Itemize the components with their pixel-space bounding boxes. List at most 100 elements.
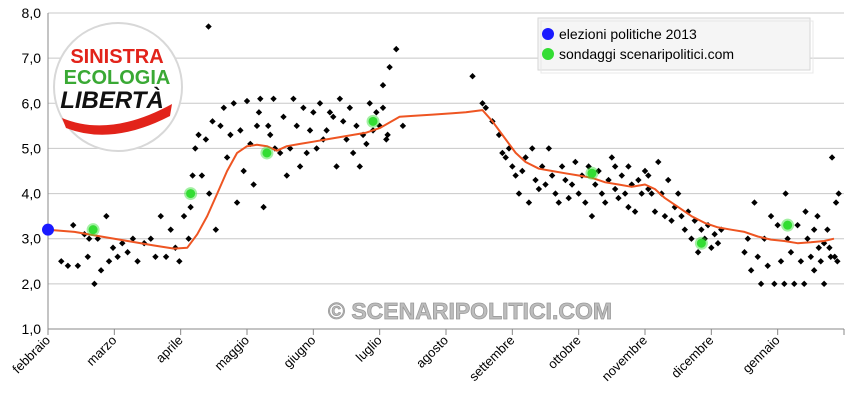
data-point	[212, 226, 220, 233]
data-point	[611, 163, 619, 170]
data-point	[162, 253, 170, 260]
data-point	[631, 208, 639, 215]
data-point	[220, 104, 227, 111]
x-tick-label: ottobre	[545, 333, 584, 372]
party-logo: SINISTRA ECOLOGIA LIBERTÀ	[53, 22, 183, 152]
data-point	[714, 240, 722, 247]
x-tick-label: luglio	[353, 333, 385, 365]
data-point	[572, 158, 579, 166]
data-point	[826, 244, 833, 251]
data-point	[565, 194, 572, 202]
data-point	[265, 122, 272, 130]
data-point	[807, 253, 815, 260]
legend-box	[537, 17, 811, 71]
x-tick-label: marzo	[83, 333, 119, 369]
data-point	[198, 172, 206, 179]
data-point	[205, 190, 213, 197]
data-point	[260, 203, 267, 211]
data-point	[267, 131, 274, 139]
logo-word-2: ECOLOGIA	[64, 67, 171, 89]
data-point	[827, 253, 834, 260]
data-point	[767, 212, 775, 220]
data-point	[257, 95, 264, 102]
data-point	[605, 176, 612, 184]
data-point	[323, 127, 330, 134]
legend-label-elezioni: elezioni politiche 2013	[559, 26, 697, 42]
data-point	[109, 244, 117, 251]
data-point	[741, 249, 748, 256]
x-tick-label: gennaio	[739, 333, 782, 376]
x-tick-label: febbraio	[9, 333, 53, 377]
data-point	[233, 199, 241, 206]
data-point	[834, 258, 841, 265]
data-point	[698, 226, 705, 233]
data-point	[684, 208, 692, 215]
x-tick-labels: febbraio marzo aprile maggio giugno luglio ago…	[9, 333, 782, 384]
data-point	[217, 122, 224, 130]
data-point	[674, 190, 682, 197]
data-point	[310, 109, 317, 116]
data-point	[615, 194, 622, 202]
y-tick-labels: 1,0 2,0 3,0 4,0 5,0 6,0 7,0 8,0	[22, 5, 42, 337]
data-point	[548, 172, 556, 179]
data-point	[103, 212, 110, 220]
special-markers	[42, 114, 795, 250]
data-point	[237, 127, 244, 134]
logo-word-1: SINISTRA	[70, 46, 163, 68]
data-point	[333, 163, 340, 170]
data-point	[499, 149, 506, 157]
data-point	[831, 253, 838, 260]
logo-word-3: LIBERTÀ	[60, 86, 164, 114]
data-point	[366, 100, 373, 107]
data-point	[479, 100, 486, 107]
data-point	[671, 203, 679, 211]
data-point	[393, 45, 400, 53]
legend-label-sondaggi: sondaggi scenaripolitici.com	[559, 46, 734, 62]
data-point	[688, 235, 695, 242]
legend: elezioni politiche 2013 sondaggi scenari…	[537, 17, 814, 74]
data-point	[525, 199, 533, 206]
data-point	[678, 212, 685, 220]
data-point	[701, 235, 708, 242]
data-point	[519, 167, 526, 175]
data-point	[552, 190, 559, 197]
data-point	[58, 258, 65, 265]
y-tick-label: 2,0	[22, 276, 42, 292]
data-point	[611, 185, 619, 193]
data-point	[386, 63, 393, 71]
data-point	[751, 199, 758, 206]
data-point	[582, 199, 589, 206]
data-point	[815, 244, 822, 251]
data-point	[300, 104, 307, 111]
data-point	[356, 163, 363, 170]
data-point	[230, 100, 237, 107]
data-point	[542, 181, 549, 188]
sondaggio-marker	[368, 116, 378, 126]
data-point	[810, 226, 818, 233]
data-point	[187, 203, 194, 211]
data-point	[802, 208, 809, 215]
data-point	[202, 136, 210, 143]
data-point	[330, 113, 337, 121]
sondaggio-marker	[88, 225, 98, 235]
x-tick-label: dicembre	[668, 333, 716, 381]
data-point	[515, 190, 523, 197]
sondaggio-marker	[587, 168, 597, 178]
data-point	[296, 163, 304, 170]
data-point	[379, 82, 387, 89]
data-point	[529, 145, 536, 152]
data-point	[595, 167, 602, 175]
data-point	[625, 203, 632, 211]
data-point	[209, 118, 216, 125]
data-point	[227, 131, 234, 139]
x-tick-label: settembre	[466, 333, 517, 384]
data-point	[668, 217, 675, 224]
logo-swoosh	[62, 104, 172, 135]
data-point	[373, 109, 380, 116]
data-point	[205, 23, 212, 30]
data-point	[192, 145, 199, 152]
data-point	[223, 154, 231, 161]
legend-marker-elezioni	[542, 28, 554, 40]
watermark: © SCENARIPOLITICI.COM	[328, 298, 612, 324]
